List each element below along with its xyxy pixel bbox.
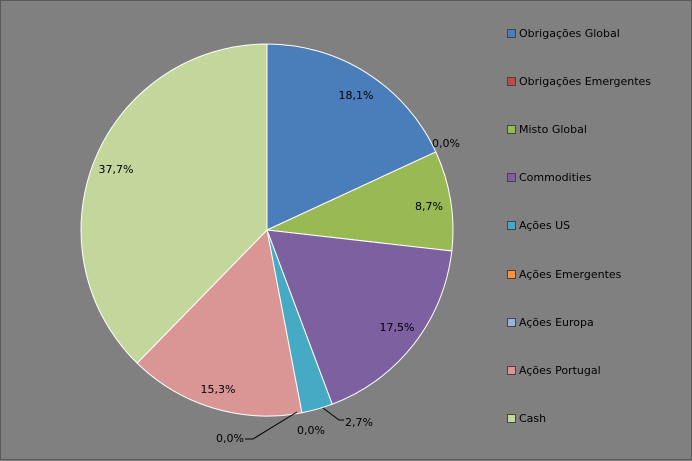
legend-swatch xyxy=(507,173,516,183)
pie-slice-commodities xyxy=(266,229,453,405)
data-label-acoes-emergentes: 0,0% xyxy=(297,424,325,437)
data-label-commodities: 17,5% xyxy=(380,321,415,334)
legend-swatch xyxy=(507,76,516,86)
data-label-obrigacoes-emergentes: 0,0% xyxy=(432,137,460,150)
legend-swatch xyxy=(507,317,516,327)
pie-slice-misto-global xyxy=(265,151,454,252)
legend-label: Ações Europa xyxy=(519,315,594,329)
legend-item-acoes-us: Ações US xyxy=(507,218,570,234)
legend-label: Ações Portugal xyxy=(519,363,601,377)
legend-label: Misto Global xyxy=(519,122,587,136)
legend-swatch xyxy=(507,414,516,424)
legend-label: Ações Emergentes xyxy=(519,267,622,281)
pie-slice-cash xyxy=(80,43,268,364)
legend-label: Commodities xyxy=(519,171,592,185)
legend-label: Ações US xyxy=(519,219,571,233)
legend-item-obrigacoes-global: Obrigações Global xyxy=(507,25,620,41)
data-label-acoes-us: 2,7% xyxy=(345,416,373,429)
legend-swatch xyxy=(507,269,516,279)
legend-swatch xyxy=(507,124,516,134)
legend-item-acoes-portugal: Ações Portugal xyxy=(507,362,601,378)
legend-label: Obrigações Global xyxy=(519,26,620,40)
data-label-acoes-europa: 0,0% xyxy=(216,432,244,445)
legend-label: Cash xyxy=(519,412,547,426)
pie-slice-obrigacoes-global xyxy=(266,43,437,231)
data-label-acoes-portugal: 15,3% xyxy=(201,383,236,396)
data-label-obrigacoes-global: 18,1% xyxy=(339,89,374,102)
legend-item-commodities: Commodities xyxy=(507,170,591,186)
legend-swatch xyxy=(507,221,516,231)
legend-item-misto-global: Misto Global xyxy=(507,121,587,137)
legend-item-acoes-emergentes: Ações Emergentes xyxy=(507,266,621,282)
data-label-cash: 37,7% xyxy=(99,163,134,176)
leader-line-acoes-us xyxy=(322,407,344,421)
pie-slice-acoes-portugal xyxy=(136,228,303,417)
legend-swatch xyxy=(507,28,516,38)
legend-item-acoes-europa: Ações Europa xyxy=(507,314,594,330)
legend-item-obrigacoes-emergentes: Obrigações Emergentes xyxy=(507,73,651,89)
leader-line-acoes-europa xyxy=(245,411,298,440)
legend-swatch xyxy=(507,365,516,375)
legend-label: Obrigações Emergentes xyxy=(519,74,652,88)
legend-item-cash: Cash xyxy=(507,411,546,427)
data-label-misto-global: 8,7% xyxy=(415,200,443,213)
